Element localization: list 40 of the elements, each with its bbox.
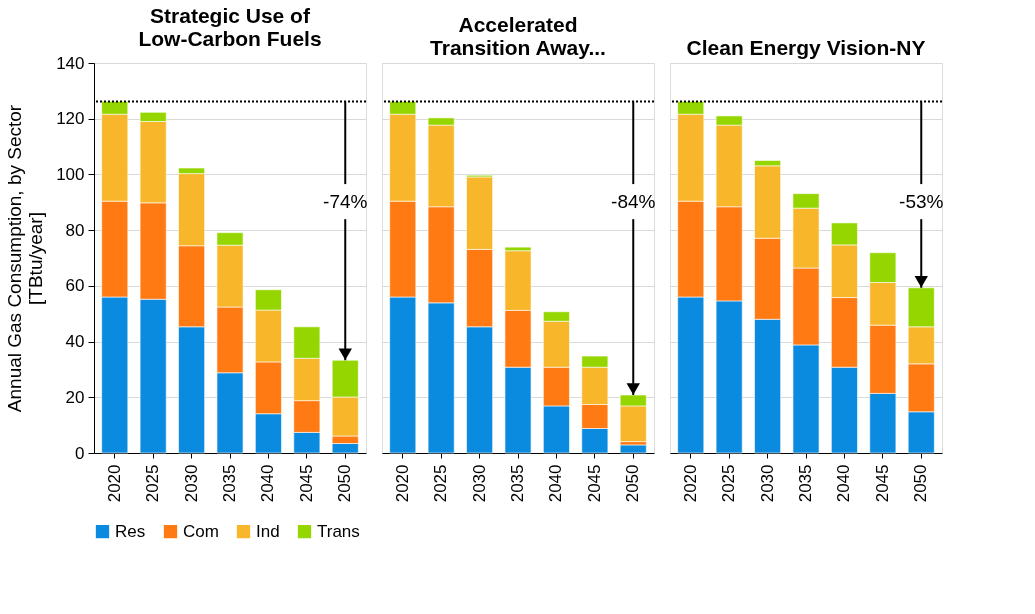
x-tick-label: 2025 — [431, 464, 451, 503]
y-tick-label: 40 — [65, 332, 85, 352]
x-tick-label: 2020 — [104, 464, 124, 503]
x-tick-label: 2045 — [296, 464, 316, 503]
x-tick-label: 2025 — [143, 464, 163, 503]
chart-title: Accelerated Transition Away... — [430, 13, 606, 59]
x-tick-label: 2050 — [335, 464, 355, 503]
x-tick-label: 2040 — [258, 464, 278, 503]
annotation: -53% — [899, 190, 944, 212]
y-tick-label: 120 — [56, 109, 85, 129]
x-tick-label: 2035 — [220, 464, 239, 503]
x-tick-label: 2035 — [508, 464, 527, 503]
x-tick-label: 2020 — [392, 464, 412, 503]
x-tick-label: 2050 — [911, 464, 931, 503]
y-tick-label: 20 — [65, 387, 85, 407]
x-tick-label: 2035 — [796, 464, 815, 503]
x-tick-label: 2045 — [872, 464, 892, 503]
y-tick-label: 140 — [56, 53, 85, 73]
x-tick-label: 2040 — [546, 464, 566, 503]
x-tick-label: 2050 — [623, 464, 643, 503]
legend-label: Res — [115, 521, 146, 541]
y-tick-label: 0 — [75, 443, 85, 463]
annotation: -74% — [323, 190, 368, 212]
x-tick-label: 2040 — [834, 464, 854, 503]
x-tick-label: 2025 — [719, 464, 739, 503]
legend-label: Ind — [256, 521, 280, 541]
y-tick-label: 80 — [65, 220, 85, 240]
y-tick-label: 100 — [56, 164, 85, 184]
legend-label: Trans — [317, 521, 360, 541]
legend-label: Com — [183, 521, 219, 541]
x-tick-label: 2020 — [680, 464, 700, 503]
x-tick-label: 2030 — [181, 464, 201, 503]
y-tick-label: 60 — [65, 276, 85, 296]
chart-title: Clean Energy Vision-NY — [686, 36, 926, 59]
x-tick-label: 2030 — [469, 464, 489, 503]
annotation: -84% — [611, 190, 656, 212]
x-tick-label: 2045 — [584, 464, 604, 503]
x-tick-label: 2030 — [757, 464, 777, 503]
y-axis-title: Annual Gas Consumption, by Sector [TBtu/year] — [4, 104, 47, 413]
chart-title: Strategic Use of Low-Carbon Fuels — [138, 4, 322, 50]
